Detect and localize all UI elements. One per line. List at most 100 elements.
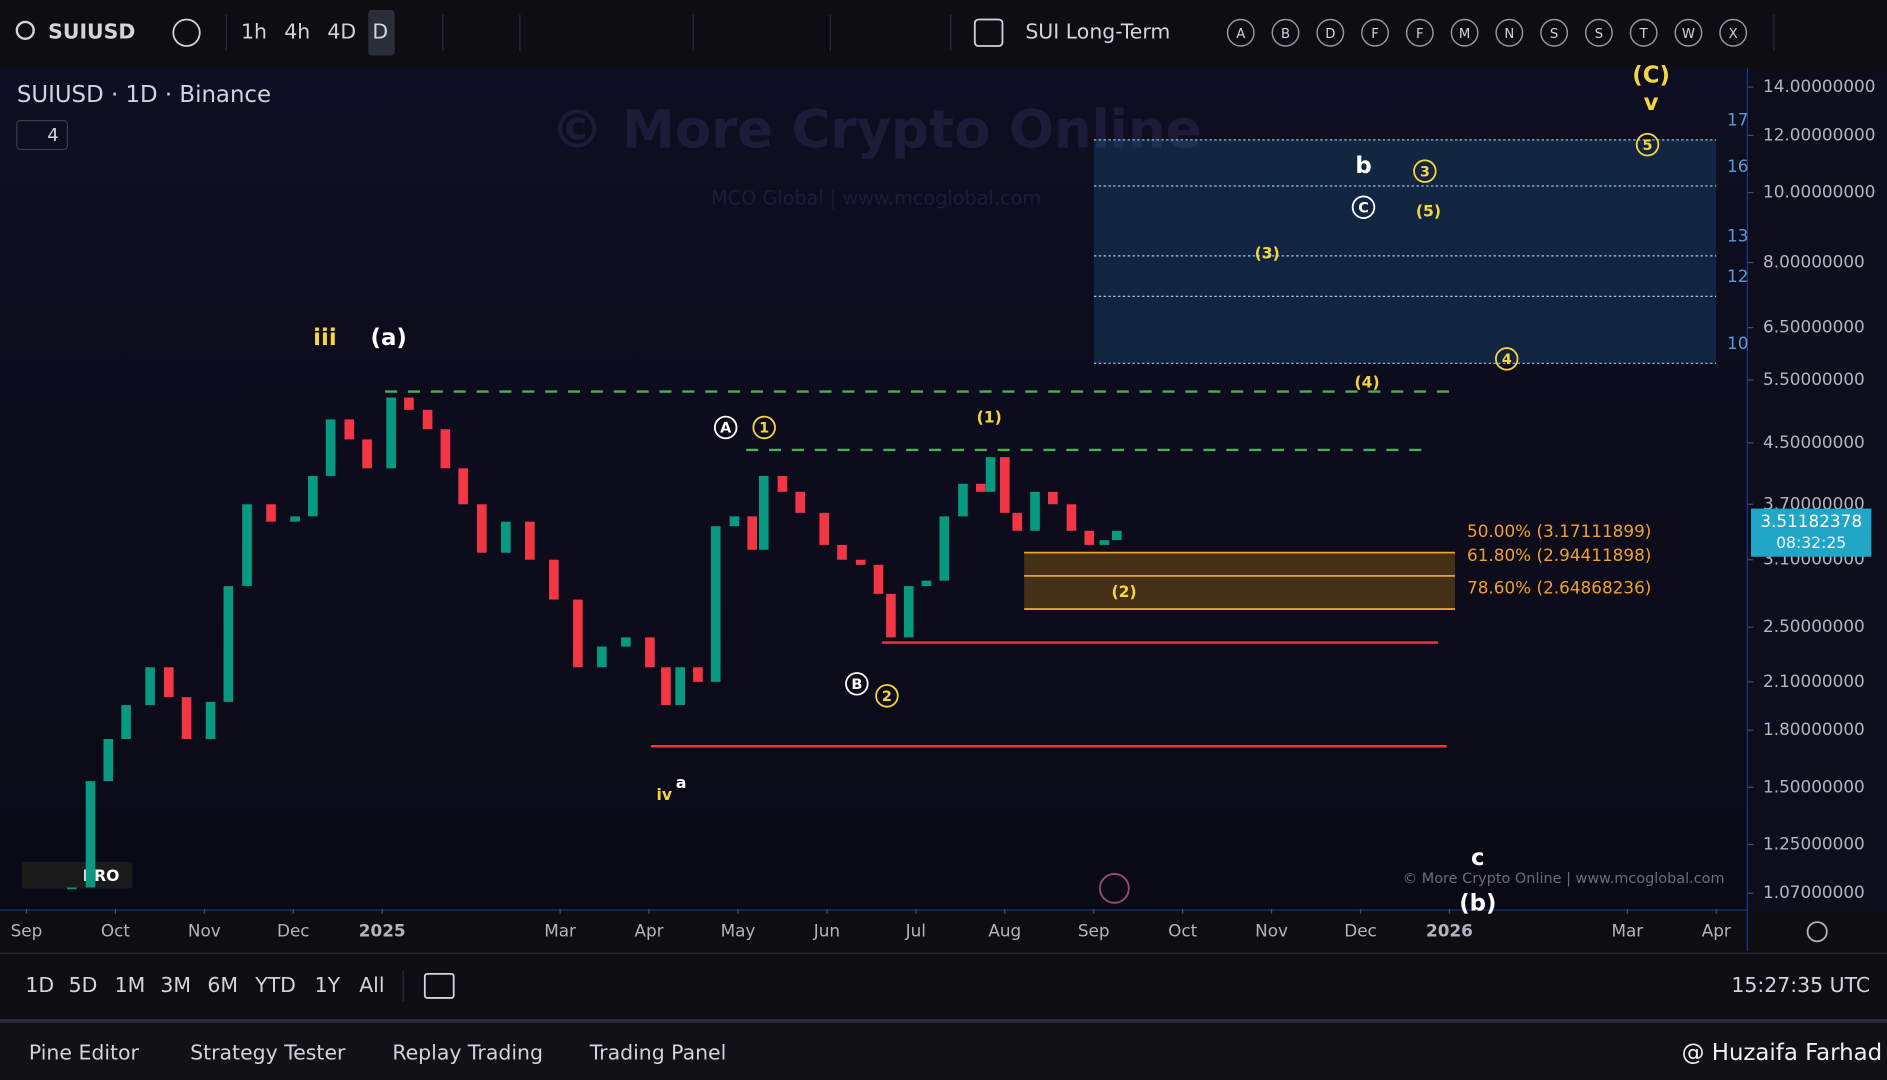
x-tick-label: May <box>721 921 756 941</box>
range-button[interactable]: 1D <box>25 973 54 997</box>
candle <box>362 439 372 469</box>
x-tick-label: Sep <box>11 921 43 941</box>
wave-label: a <box>676 773 687 792</box>
price-badge-countdown: 08:32:25 <box>1776 533 1846 552</box>
candle <box>67 887 77 890</box>
candle <box>325 419 336 476</box>
price-badge <box>1751 508 1872 557</box>
alert-circle[interactable] <box>1719 18 1748 47</box>
x-tick-label: Sep <box>1078 921 1110 941</box>
alert-circle[interactable] <box>1450 18 1479 47</box>
panel-tab[interactable]: Replay Trading <box>392 1040 543 1064</box>
range-button[interactable]: All <box>359 973 384 997</box>
x-tick-label: Mar <box>1611 921 1643 941</box>
layout-name[interactable]: SUI Long-Term <box>1025 20 1170 44</box>
collapsed-count[interactable]: 4 <box>47 125 58 146</box>
y-tick-label: 10.00000000 <box>1763 182 1875 202</box>
alert-circle[interactable] <box>1674 18 1703 47</box>
panel-tab[interactable]: Trading Panel <box>589 1040 727 1064</box>
alert-letter[interactable]: F <box>1371 27 1379 42</box>
wave-label: iv <box>657 785 673 804</box>
range-button[interactable]: 3M <box>160 973 191 997</box>
interval[interactable]: 4D <box>327 20 356 44</box>
candle <box>795 491 806 513</box>
watermark-sub: MCO Global | www.mcoglobal.com <box>711 186 1041 209</box>
range-button[interactable]: 6M <box>207 973 238 997</box>
target-label: 12 <box>1727 266 1748 286</box>
candle <box>266 504 276 522</box>
wave-label: (a) <box>371 325 407 351</box>
collapse-box[interactable] <box>16 119 68 151</box>
alert-circle[interactable] <box>1316 18 1345 47</box>
alert-letter[interactable]: T <box>1639 27 1649 42</box>
alert-letter[interactable]: X <box>1729 27 1738 42</box>
active-interval <box>368 9 395 56</box>
chart-pane <box>0 67 1748 911</box>
alert-letter[interactable]: S <box>1550 27 1558 42</box>
candle <box>597 646 607 668</box>
candle <box>1066 504 1077 531</box>
symbol[interactable]: SUIUSD <box>48 20 135 44</box>
candle <box>242 504 252 587</box>
candle <box>903 586 914 638</box>
alert-letter[interactable]: A <box>1236 27 1245 42</box>
logo <box>21 861 133 889</box>
candle <box>163 667 174 698</box>
candle <box>549 559 559 600</box>
alert-letter[interactable]: N <box>1504 27 1514 42</box>
fib-label: 61.80% (2.94411898) <box>1467 545 1651 565</box>
alert-circle[interactable] <box>1271 18 1300 47</box>
candle <box>661 667 671 706</box>
price-badge-value: 3.51182378 <box>1760 511 1862 531</box>
candle <box>819 512 830 545</box>
alert-letter[interactable]: D <box>1325 27 1335 42</box>
y-tick-label: 6.50000000 <box>1763 317 1865 337</box>
range-button[interactable]: 1M <box>115 973 146 997</box>
bottom-panel <box>0 1020 1887 1080</box>
alert-letter[interactable]: B <box>1281 27 1290 42</box>
alert-circle[interactable] <box>1495 18 1524 47</box>
alert-letter[interactable]: F <box>1416 27 1424 42</box>
candle <box>85 781 96 888</box>
candle <box>145 667 155 706</box>
x-tick-label: Apr <box>1702 921 1731 941</box>
candle <box>121 705 131 739</box>
alert-circle[interactable] <box>1405 18 1434 47</box>
candle <box>958 483 968 517</box>
candle <box>440 429 451 469</box>
candle <box>729 516 740 527</box>
range-button[interactable]: 5D <box>69 973 98 997</box>
wave-label: (4) <box>1355 372 1380 391</box>
alert-letter[interactable]: W <box>1682 27 1695 42</box>
settings-icon[interactable] <box>1806 921 1828 943</box>
alert-circle[interactable] <box>1629 18 1658 47</box>
alert-letter[interactable]: S <box>1595 27 1603 42</box>
alert-letter[interactable]: M <box>1459 27 1470 42</box>
alert-circle[interactable] <box>1361 18 1390 47</box>
alert-circle[interactable] <box>1540 18 1569 47</box>
range-button[interactable]: 1Y <box>315 973 341 997</box>
interval[interactable]: 1h <box>241 20 267 44</box>
x-tick-label: Nov <box>1255 921 1288 941</box>
wave-label: (b) <box>1459 891 1496 917</box>
lightning-icon[interactable] <box>1099 873 1130 904</box>
date-range-icon[interactable] <box>423 972 455 999</box>
alert-circle[interactable] <box>1584 18 1613 47</box>
range-button[interactable]: YTD <box>254 973 296 997</box>
panel-tab[interactable]: Strategy Tester <box>190 1040 346 1064</box>
candle <box>404 397 414 410</box>
y-tick-label: 14.00000000 <box>1763 76 1875 96</box>
candle <box>344 419 355 440</box>
alert-circle[interactable] <box>1226 18 1255 47</box>
candle <box>621 637 631 647</box>
layout-icon[interactable] <box>973 18 1004 47</box>
candle <box>386 397 396 469</box>
y-tick-label: 1.80000000 <box>1763 719 1865 739</box>
add-symbol[interactable] <box>172 18 201 47</box>
interval[interactable]: 4h <box>284 20 310 44</box>
panel-tab[interactable]: Pine Editor <box>29 1040 140 1064</box>
wave-label: (1) <box>977 407 1002 426</box>
interval[interactable]: D <box>372 20 388 44</box>
search-icon[interactable] <box>15 20 35 40</box>
